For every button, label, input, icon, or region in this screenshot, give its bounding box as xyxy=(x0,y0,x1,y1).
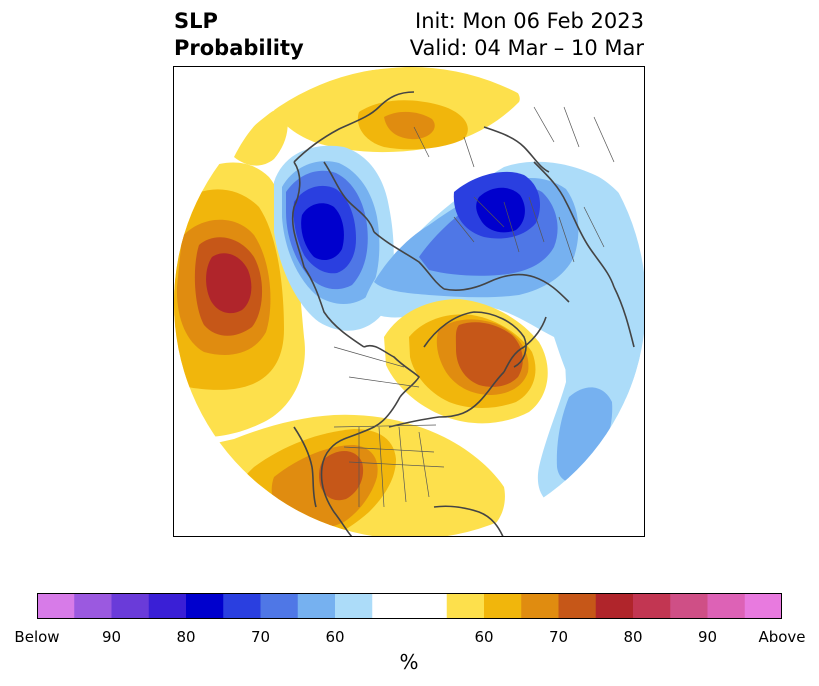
colorbar-swatch xyxy=(521,593,559,619)
coastlines xyxy=(291,91,635,536)
colorbar-tick-label: Above xyxy=(758,628,806,646)
colorbar-swatch xyxy=(74,593,112,619)
colorbar-swatch xyxy=(297,593,336,619)
nw-pacific-above-60 xyxy=(234,108,288,166)
colorbar-swatch xyxy=(707,593,746,619)
title-product: Probability xyxy=(174,36,304,60)
probability-map xyxy=(173,66,645,537)
colorbar-swatch xyxy=(558,593,597,619)
colorbar-swatch xyxy=(446,593,485,619)
colorbar-tick-label: 90 xyxy=(101,628,122,646)
init-date: Init: Mon 06 Feb 2023 xyxy=(415,9,644,33)
colorbar-swatch xyxy=(111,593,150,619)
europe-below-80 xyxy=(476,187,525,233)
colorbar-tick-label: 80 xyxy=(176,628,196,646)
map-svg xyxy=(174,67,644,536)
colorbar-swatch xyxy=(372,593,410,619)
greenland-above-75 xyxy=(455,322,523,387)
title-variable: SLP xyxy=(174,9,218,33)
political-borders xyxy=(333,106,615,508)
colorbar-swatch xyxy=(744,593,782,619)
colorbar-swatch xyxy=(335,593,373,619)
colorbar-tick-label: 80 xyxy=(623,628,643,646)
pacific-above-80 xyxy=(206,253,252,314)
colorbar-swatch xyxy=(633,593,671,619)
colorbar-tick-label: Below xyxy=(14,628,60,646)
us-above-75 xyxy=(319,451,364,501)
colorbar-swatch xyxy=(595,593,634,619)
colorbar-tick-label: 60 xyxy=(474,628,494,646)
colorbar-tick-label: 90 xyxy=(697,628,718,646)
valid-range: Valid: 04 Mar – 10 Mar xyxy=(409,36,644,60)
colorbar-unit-label: % xyxy=(399,650,419,674)
chart-title-right: Init: Mon 06 Feb 2023 Valid: 04 Mar – 10… xyxy=(410,8,644,62)
canada-below-80 xyxy=(301,203,344,261)
colorbar-svg xyxy=(37,593,782,619)
colorbar xyxy=(37,593,782,619)
colorbar-swatch xyxy=(260,593,299,619)
colorbar-swatch xyxy=(37,593,75,619)
colorbar-swatch xyxy=(148,593,187,619)
colorbar-tick-label: 60 xyxy=(325,628,345,646)
colorbar-tick-label: 70 xyxy=(250,628,271,646)
colorbar-border xyxy=(37,593,782,619)
colorbar-swatch xyxy=(484,593,522,619)
colorbar-swatch xyxy=(670,593,708,619)
colorbar-tick-label: 70 xyxy=(548,628,569,646)
chart-title-left: SLP Probability xyxy=(174,8,304,62)
arctic-above-70 xyxy=(384,111,435,140)
colorbar-swatch xyxy=(186,593,224,619)
colorbar-swatch xyxy=(223,593,261,619)
probability-shading xyxy=(174,67,644,536)
colorbar-swatch xyxy=(409,593,448,619)
